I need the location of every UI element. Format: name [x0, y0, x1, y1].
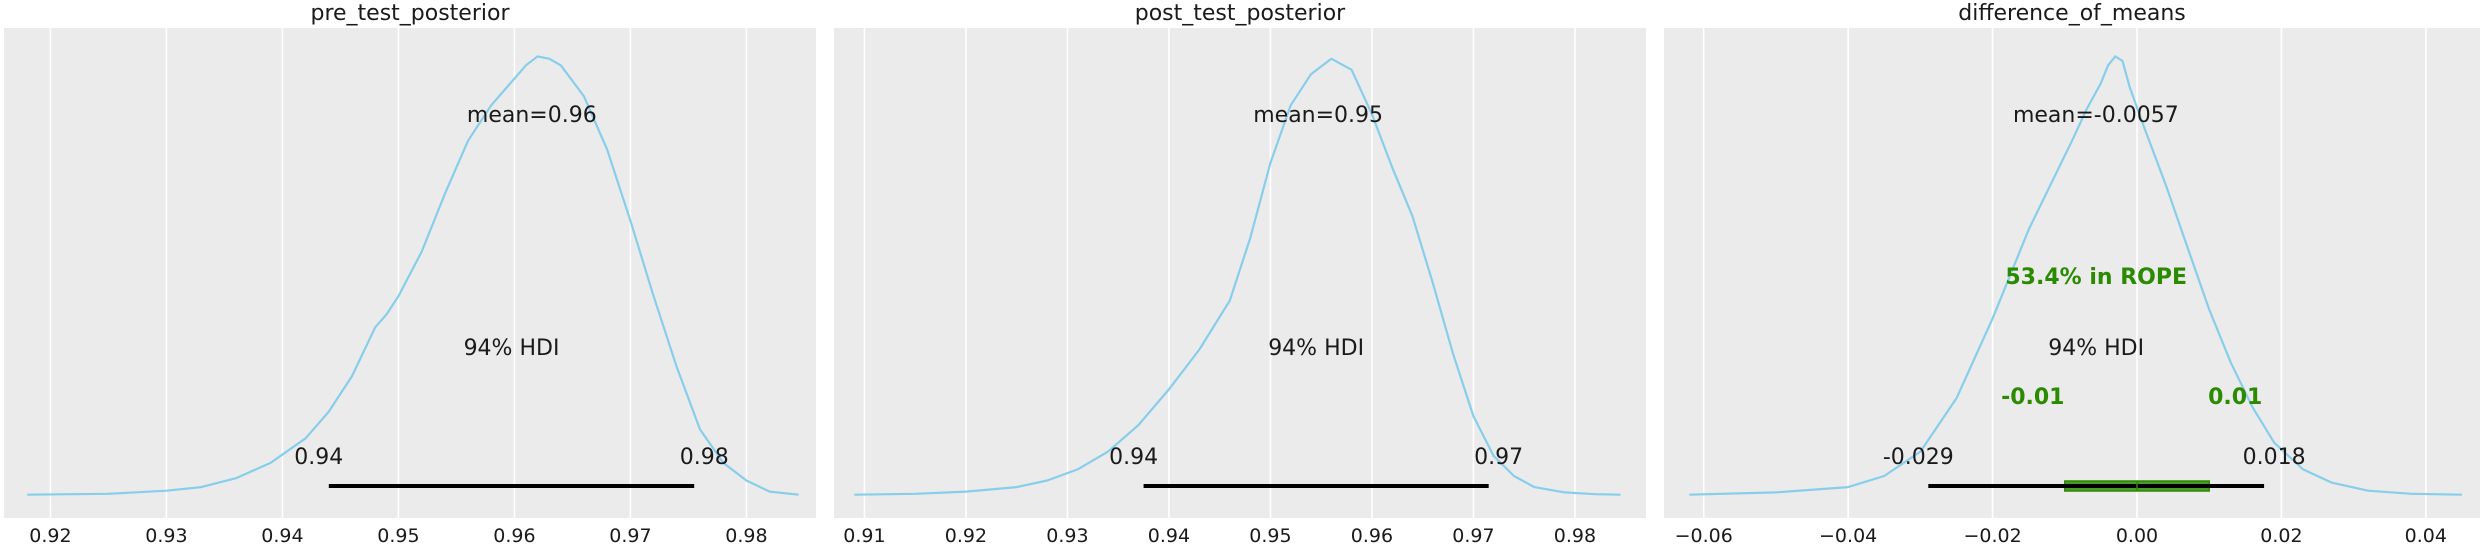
chart-panel-3: −0.06 −0.04 −0.02 0.00 0.02 0.04 difference_of… — [1664, 1, 2480, 547]
density-curve — [27, 55, 799, 496]
x-tick-label: 0.95 — [1249, 525, 1291, 547]
x-tick-label: 0.91 — [843, 525, 885, 547]
rope-upper-label: 0.01 — [2208, 385, 2262, 410]
hdi-label: 94% HDI — [2048, 336, 2144, 361]
x-tick-label: 0.96 — [1351, 525, 1393, 547]
plot-area — [1664, 28, 2480, 518]
chart-panel-1: 0.92 0.93 0.94 0.95 0.96 0.97 0.98 pre_test_pos… — [4, 1, 816, 547]
x-tick-label: 0.93 — [1046, 525, 1088, 547]
plot-area — [834, 28, 1646, 518]
x-tick-label: 0.02 — [2260, 525, 2302, 547]
x-tick-label: 0.94 — [261, 525, 303, 547]
hdi-label: 94% HDI — [1268, 336, 1364, 361]
density-curve — [1689, 55, 2462, 496]
x-tick-label: 0.97 — [1452, 525, 1494, 547]
hdi-lower-label: -0.029 — [1883, 445, 1954, 470]
chart-title: pre_test_posterior — [310, 1, 510, 26]
chart-title: difference_of_means — [1958, 1, 2186, 26]
hdi-upper-label: 0.018 — [2243, 445, 2306, 470]
mean-label: mean=0.95 — [1253, 103, 1383, 128]
mean-label: mean=0.96 — [467, 103, 597, 128]
hdi-upper-label: 0.97 — [1474, 445, 1523, 470]
x-tick-label: 0.98 — [1554, 525, 1596, 547]
rope-percent-label: 53.4% in ROPE — [2005, 265, 2187, 290]
hdi-lower-label: 0.94 — [1109, 445, 1158, 470]
x-tick-label: −0.06 — [1675, 525, 1733, 547]
x-tick-label: 0.95 — [377, 525, 419, 547]
x-tick-label: −0.04 — [1819, 525, 1877, 547]
x-tick-label: 0.92 — [29, 525, 71, 547]
hdi-lower-label: 0.94 — [294, 445, 343, 470]
hdi-label: 94% HDI — [464, 336, 560, 361]
mean-label: mean=-0.0057 — [2013, 103, 2179, 128]
x-tick-label: 0.92 — [945, 525, 987, 547]
chart-panel-2: 0.91 0.92 0.93 0.94 0.95 0.96 0.97 0.98 post_tes… — [834, 1, 1646, 547]
rope-lower-label: -0.01 — [2001, 385, 2064, 410]
x-tick-label: 0.97 — [609, 525, 651, 547]
x-tick-label: 0.98 — [725, 525, 767, 547]
hdi-upper-label: 0.98 — [680, 445, 729, 470]
x-tick-label: 0.94 — [1148, 525, 1190, 547]
x-tick-label: 0.93 — [145, 525, 187, 547]
density-curve — [854, 57, 1621, 496]
chart-title: post_test_posterior — [1135, 1, 1346, 26]
x-tick-label: 0.00 — [2116, 525, 2158, 547]
x-tick-label: −0.02 — [1963, 525, 2021, 547]
x-tick-label: 0.96 — [493, 525, 535, 547]
x-tick-label: 0.04 — [2405, 525, 2447, 547]
